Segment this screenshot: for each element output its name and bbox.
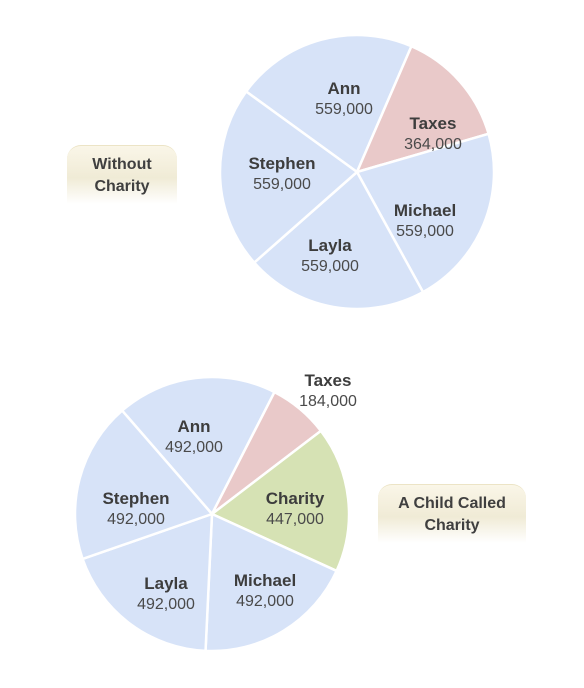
slice-value-ann: 492,000 xyxy=(165,439,223,456)
pie-slice-ann xyxy=(244,33,414,174)
slice-label-michael: Michael xyxy=(234,571,296,590)
pie-slice-layla xyxy=(252,170,425,311)
slice-label-taxes: Taxes xyxy=(305,371,352,390)
tag-without-line1: Without xyxy=(92,156,152,173)
slice-label-layla: Layla xyxy=(144,574,188,593)
tag-with-line1: A Child Called xyxy=(398,495,506,512)
slice-label-ann: Ann xyxy=(327,79,360,98)
slice-label-stephen: Stephen xyxy=(102,489,169,508)
slice-value-michael: 559,000 xyxy=(396,223,454,240)
slice-label-layla: Layla xyxy=(308,236,352,255)
pie-slice-taxes xyxy=(354,44,491,174)
pie-slice-stephen xyxy=(73,408,215,561)
slice-label-michael: Michael xyxy=(394,201,456,220)
slice-label-stephen: Stephen xyxy=(248,154,315,173)
slice-value-layla: 492,000 xyxy=(137,596,195,613)
pie-slice-michael xyxy=(355,132,496,294)
slice-value-taxes: 184,000 xyxy=(299,393,357,410)
slice-value-taxes: 364,000 xyxy=(404,136,462,153)
slice-value-layla: 559,000 xyxy=(301,258,359,275)
slice-label-taxes: Taxes xyxy=(410,114,457,133)
tag-without-line2: Charity xyxy=(94,178,150,195)
pie-chart-2: Ann 492,000 Taxes 184,000 Charity 447,000 Mich… xyxy=(73,371,357,653)
slice-label-charity: Charity xyxy=(266,489,325,508)
pie-chart-1: Ann 559,000 Taxes 364,000 Michael 559,000 Layl… xyxy=(218,33,496,311)
slice-value-ann: 559,000 xyxy=(315,101,373,118)
slice-label-ann: Ann xyxy=(177,417,210,436)
slice-value-charity: 447,000 xyxy=(266,511,324,528)
slice-value-stephen: 559,000 xyxy=(253,176,311,193)
tag-with-line2: Charity xyxy=(424,517,480,534)
pie-slice-ann xyxy=(120,375,277,517)
pie-slice-charity xyxy=(209,429,351,573)
pie-slice-stephen xyxy=(218,89,359,265)
slice-value-stephen: 492,000 xyxy=(107,511,165,528)
tag-without-charity: Without Charity xyxy=(67,145,177,204)
slice-value-michael: 492,000 xyxy=(236,593,294,610)
pie-slice-michael xyxy=(204,512,339,653)
tag-child-called-charity: A Child Called Charity xyxy=(378,484,526,543)
